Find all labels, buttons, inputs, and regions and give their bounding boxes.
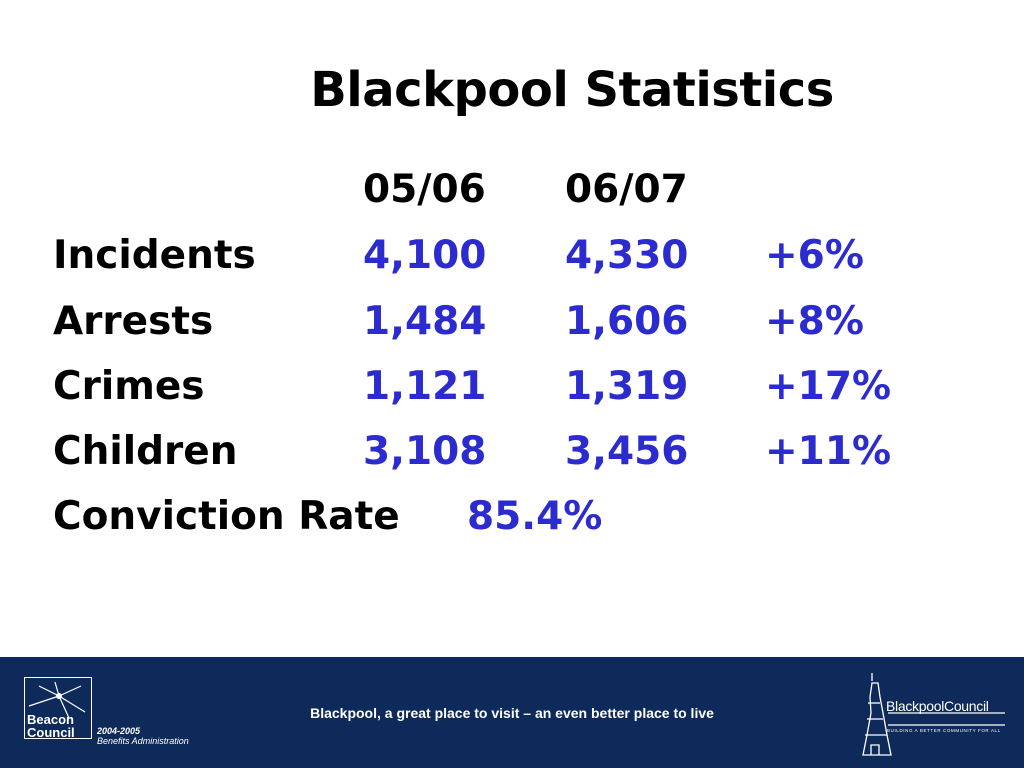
cell-children-0506: 3,108 <box>363 429 487 474</box>
slide: Blackpool Statistics 05/06 06/07 Inciden… <box>53 62 892 539</box>
cell-crimes-0607: 1,319 <box>565 364 689 409</box>
cell-incidents-0506: 4,100 <box>363 233 487 278</box>
cell-children-change: +11% <box>765 429 892 474</box>
row-label-arrests: Arrests <box>53 299 214 344</box>
beacon-area: Benefits Administration <box>97 736 189 746</box>
beacon-council-logo <box>24 677 92 739</box>
conviction-rate-label: Conviction Rate <box>53 494 400 539</box>
column-header-0607: 06/07 <box>565 167 688 212</box>
cell-arrests-0607: 1,606 <box>565 299 689 344</box>
footer-band: Beacon Council 2004-2005 Benefits Admini… <box>0 657 1024 768</box>
cell-arrests-change: +8% <box>765 299 864 344</box>
beacon-word: Beacon <box>27 712 74 727</box>
row-label-children: Children <box>53 429 238 474</box>
cell-children-0607: 3,456 <box>565 429 689 474</box>
conviction-rate-value: 85.4% <box>467 494 603 539</box>
cell-incidents-change: +6% <box>765 233 864 278</box>
blackpool-council-wordmark: BlackpoolCouncil <box>886 698 989 714</box>
row-label-crimes: Crimes <box>53 364 205 409</box>
cell-crimes-change: +17% <box>765 364 892 409</box>
beacon-years: 2004-2005 <box>97 726 141 736</box>
beacon-star-icon <box>28 681 86 719</box>
cell-arrests-0506: 1,484 <box>363 299 487 344</box>
blackpool-council-tagline: BUILDING A BETTER COMMUNITY FOR ALL <box>887 728 1001 733</box>
cell-incidents-0607: 4,330 <box>565 233 689 278</box>
column-header-0506: 05/06 <box>363 167 486 212</box>
slide-title: Blackpool Statistics <box>310 62 834 118</box>
blackpool-tower-icon <box>862 673 1005 756</box>
council-word: Council <box>27 725 75 740</box>
footer-tagline: Blackpool, a great place to visit – an e… <box>310 705 714 721</box>
cell-crimes-0506: 1,121 <box>363 364 487 409</box>
row-label-incidents: Incidents <box>53 233 256 278</box>
